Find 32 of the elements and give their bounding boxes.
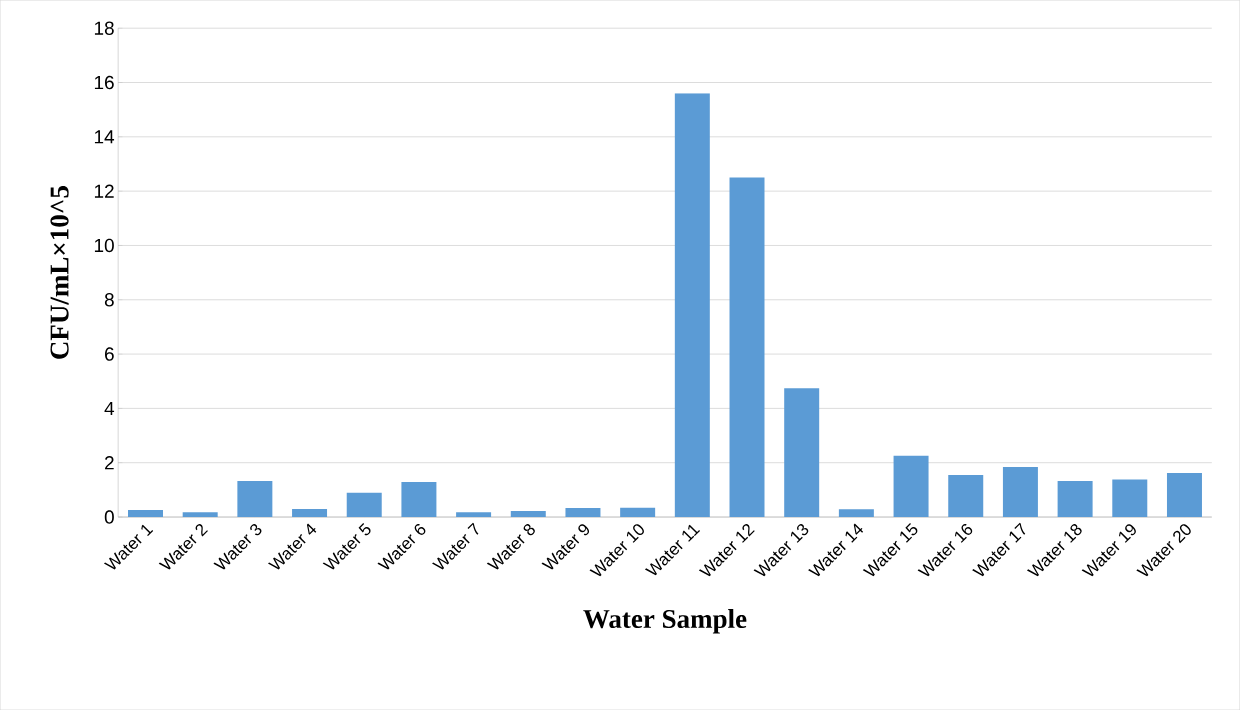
bar — [1057, 480, 1093, 517]
y-tick-label: 0 — [104, 510, 114, 524]
bar — [456, 512, 492, 517]
bar — [893, 455, 929, 517]
bar — [565, 507, 601, 517]
bar — [346, 492, 382, 517]
bar — [729, 177, 765, 517]
y-tick-label: 6 — [105, 347, 114, 361]
x-axis-title: Water Sample — [583, 609, 747, 634]
bar — [1166, 472, 1202, 517]
bar — [674, 93, 710, 517]
bar — [948, 474, 984, 517]
y-tick-label: 16 — [94, 75, 114, 90]
y-tick-label: 2 — [105, 456, 114, 470]
y-tick-label: 4 — [104, 401, 115, 415]
bar — [292, 508, 328, 517]
bar — [838, 509, 874, 517]
bar — [1002, 466, 1038, 517]
y-axis-title: CFU/mL×10^5 — [50, 186, 69, 359]
bar — [620, 507, 656, 517]
bar — [128, 509, 163, 517]
bar — [237, 480, 273, 517]
bar — [1112, 479, 1148, 517]
bar — [784, 388, 820, 517]
bar — [182, 512, 218, 517]
y-tick-label: 18 — [94, 21, 114, 35]
y-tick-label: 8 — [104, 292, 114, 307]
bar — [510, 510, 546, 517]
y-tick-label: 14 — [94, 130, 115, 144]
y-tick-label: 12 — [94, 184, 114, 198]
bar — [401, 481, 437, 517]
y-tick-label: 10 — [94, 238, 114, 253]
